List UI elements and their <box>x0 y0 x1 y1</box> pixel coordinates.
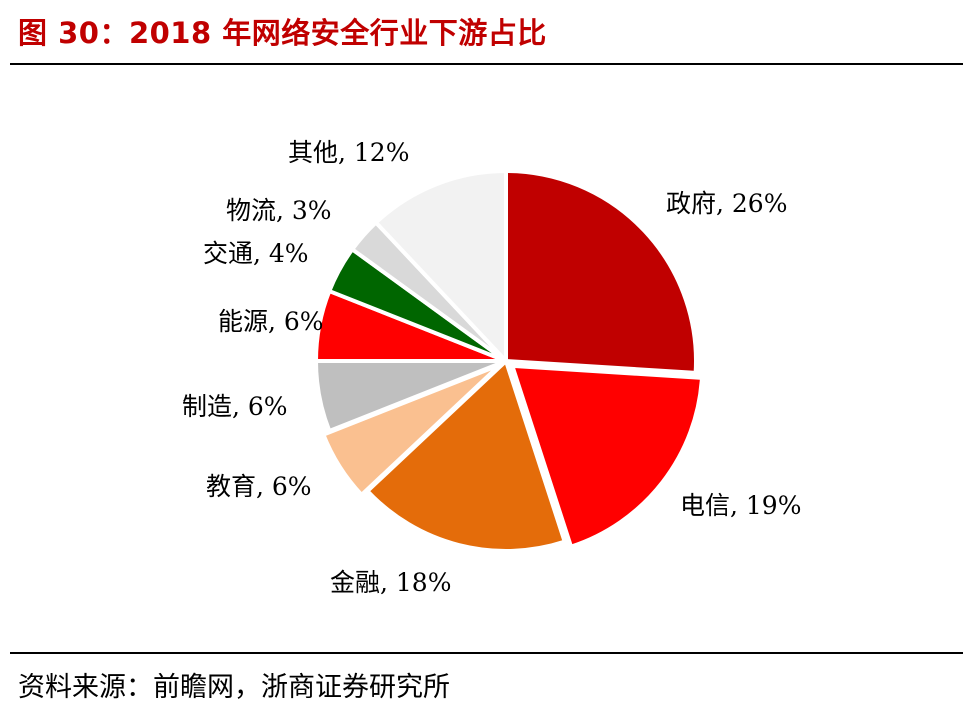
pie-slice-9 <box>373 169 508 363</box>
slice-label-2: 电信, 19% <box>680 491 801 520</box>
pie-slice-3 <box>365 359 567 553</box>
figure-title: 图 30：2018 年网络安全行业下游占比 <box>18 16 547 50</box>
top-rule <box>10 63 963 65</box>
slice-label-5: 制造, 6% <box>182 392 288 421</box>
slice-label-1: 政府, 26% <box>666 189 787 218</box>
slice-label-7: 交通, 4% <box>203 239 309 268</box>
pie-slice-2 <box>510 363 704 549</box>
slice-label-4: 教育, 6% <box>206 472 312 501</box>
bottom-rule <box>10 652 963 654</box>
source-note: 资料来源：前瞻网，浙商证券研究所 <box>18 672 450 703</box>
slice-label-8: 物流, 3% <box>226 196 332 225</box>
slice-label-3: 金融, 18% <box>330 568 451 597</box>
slice-label-6: 能源, 6% <box>218 307 324 336</box>
pie-slice-4 <box>321 362 503 497</box>
pie-slice-1 <box>504 169 698 375</box>
slice-label-9: 其他, 12% <box>288 138 409 167</box>
